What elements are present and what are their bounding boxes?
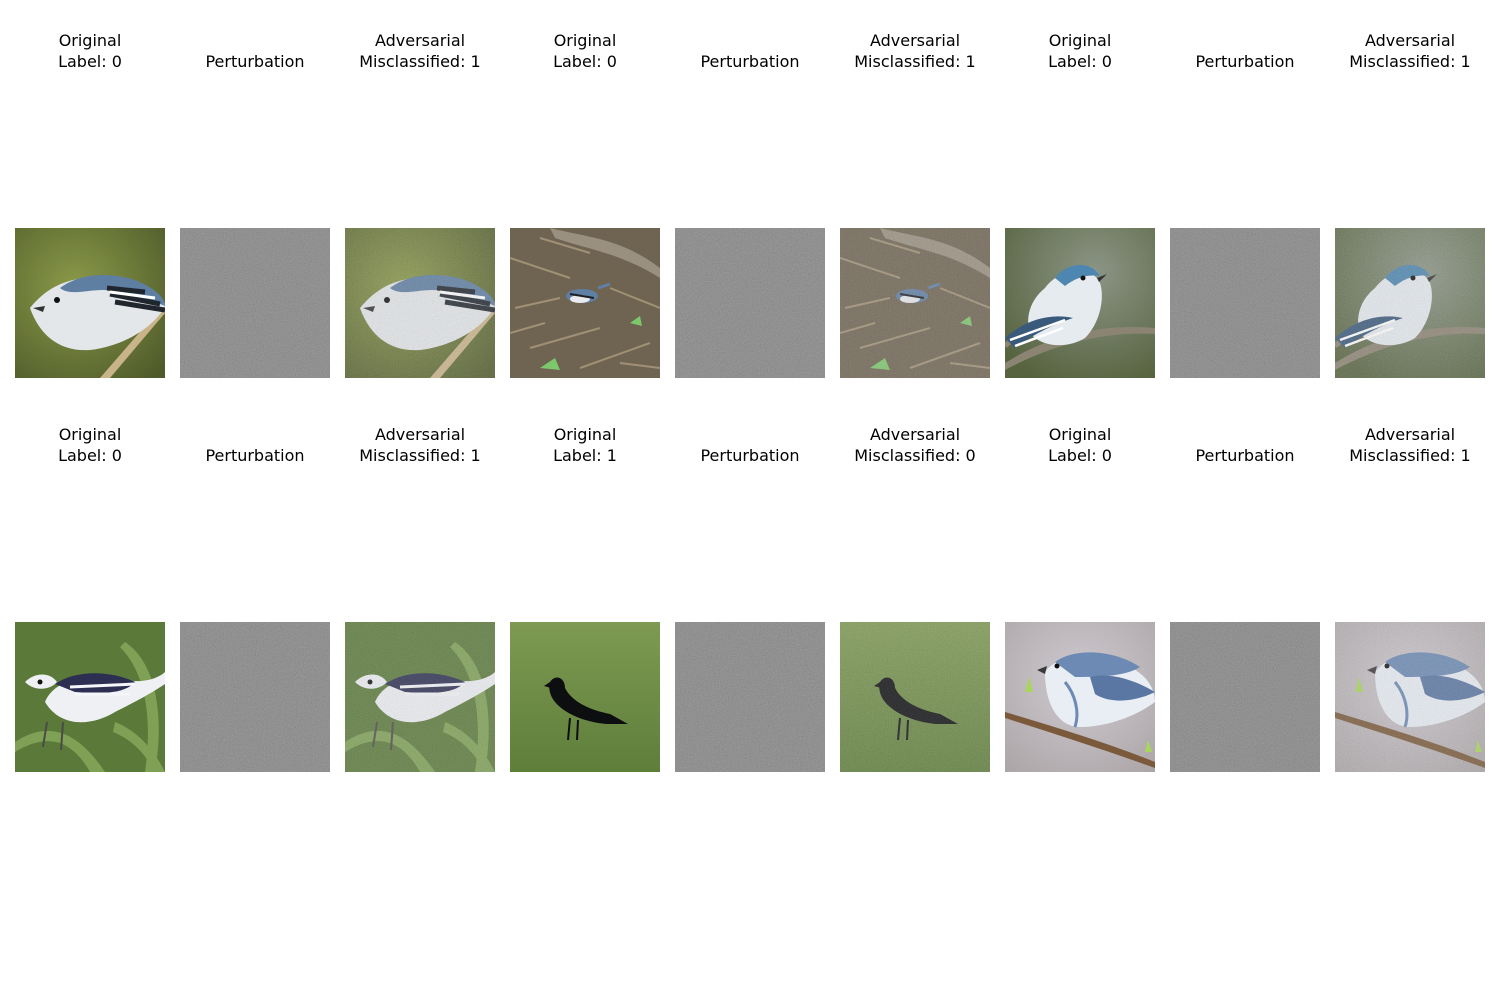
original-image [510,228,660,378]
panel-title-line: Original [553,31,617,50]
crow-grass-scene [840,622,990,772]
panel-title-line: Label: 0 [1048,52,1112,71]
original-image [1005,622,1155,772]
panel-title-line: Original [58,31,122,50]
panel-title: Perturbation [170,445,340,466]
warbler-ground-scene [510,228,660,378]
panel-title: Perturbation [665,445,835,466]
panel-title: Original Label: 0 [5,30,175,72]
panel-title: Adversarial Misclassified: 1 [1325,424,1495,466]
adversarial-image [840,622,990,772]
panel-title: Adversarial Misclassified: 1 [1325,30,1495,72]
panel-title-line: Perturbation [700,52,800,71]
panel-title-line: Original [58,425,122,444]
noise-pattern [1170,622,1320,772]
panel-title: Adversarial Misclassified: 1 [830,30,1000,72]
warbler-buds-scene [1335,622,1485,772]
adversarial-image [1335,622,1485,772]
crow-grass-scene [510,622,660,772]
perturbation-image [1170,228,1320,378]
panel-title: Original Label: 0 [995,30,1165,72]
panel-title: Perturbation [170,51,340,72]
noise-pattern [1170,228,1320,378]
panel-title-line: Adversarial [1364,31,1456,50]
panel-title: Adversarial Misclassified: 1 [335,30,505,72]
panel-title-line: Label: 0 [553,52,617,71]
panel-title-line: Misclassified: 1 [359,446,481,465]
warbler-ground-scene [840,228,990,378]
perturbation-image [180,228,330,378]
warbler-leaves-scene [345,622,495,772]
panel-title: Original Label: 0 [995,424,1165,466]
warbler-branch-scene [15,228,165,378]
adversarial-image [840,228,990,378]
noise-pattern [675,622,825,772]
adversarial-image [345,228,495,378]
panel-title: Perturbation [665,51,835,72]
panel-title: Adversarial Misclassified: 1 [335,424,505,466]
original-image [15,228,165,378]
panel-title-line: Misclassified: 1 [854,52,976,71]
panel-title: Original Label: 0 [5,424,175,466]
adversarial-image [1335,228,1485,378]
panel-title: Perturbation [1160,51,1330,72]
perturbation-image [180,622,330,772]
perturbation-image [675,228,825,378]
panel-title-line: Adversarial [1364,425,1456,444]
panel-title-line: Misclassified: 1 [1349,446,1471,465]
panel-title-line: Misclassified: 1 [1349,52,1471,71]
original-image [1005,228,1155,378]
panel-title-line: Adversarial [374,425,466,444]
noise-pattern [180,228,330,378]
warbler-perch-scene [1335,228,1485,378]
panel-title-line: Original [1048,31,1112,50]
panel-title-line: Adversarial [869,425,961,444]
panel-title-line: Perturbation [1195,446,1295,465]
original-image [15,622,165,772]
panel-title-line: Misclassified: 1 [359,52,481,71]
original-image [510,622,660,772]
panel-title: Adversarial Misclassified: 0 [830,424,1000,466]
warbler-branch-scene [345,228,495,378]
panel-title-line: Perturbation [205,52,305,71]
panel-title-line: Label: 0 [1048,446,1112,465]
panel-title-line: Perturbation [205,446,305,465]
panel-title-line: Original [1048,425,1112,444]
panel-title-line: Original [553,425,617,444]
panel-title: Original Label: 1 [500,424,670,466]
warbler-leaves-scene [15,622,165,772]
perturbation-image [675,622,825,772]
warbler-buds-scene [1005,622,1155,772]
panel-title-line: Adversarial [374,31,466,50]
noise-pattern [180,622,330,772]
panel-title-line: Perturbation [700,446,800,465]
perturbation-image [1170,622,1320,772]
warbler-perch-scene [1005,228,1155,378]
panel-title: Original Label: 0 [500,30,670,72]
panel-title-line: Adversarial [869,31,961,50]
panel-title: Perturbation [1160,445,1330,466]
panel-title-line: Label: 0 [58,52,122,71]
panel-title-line: Misclassified: 0 [854,446,976,465]
panel-title-line: Label: 1 [553,446,617,465]
panel-title-line: Perturbation [1195,52,1295,71]
adversarial-image [345,622,495,772]
panel-title-line: Label: 0 [58,446,122,465]
noise-pattern [675,228,825,378]
